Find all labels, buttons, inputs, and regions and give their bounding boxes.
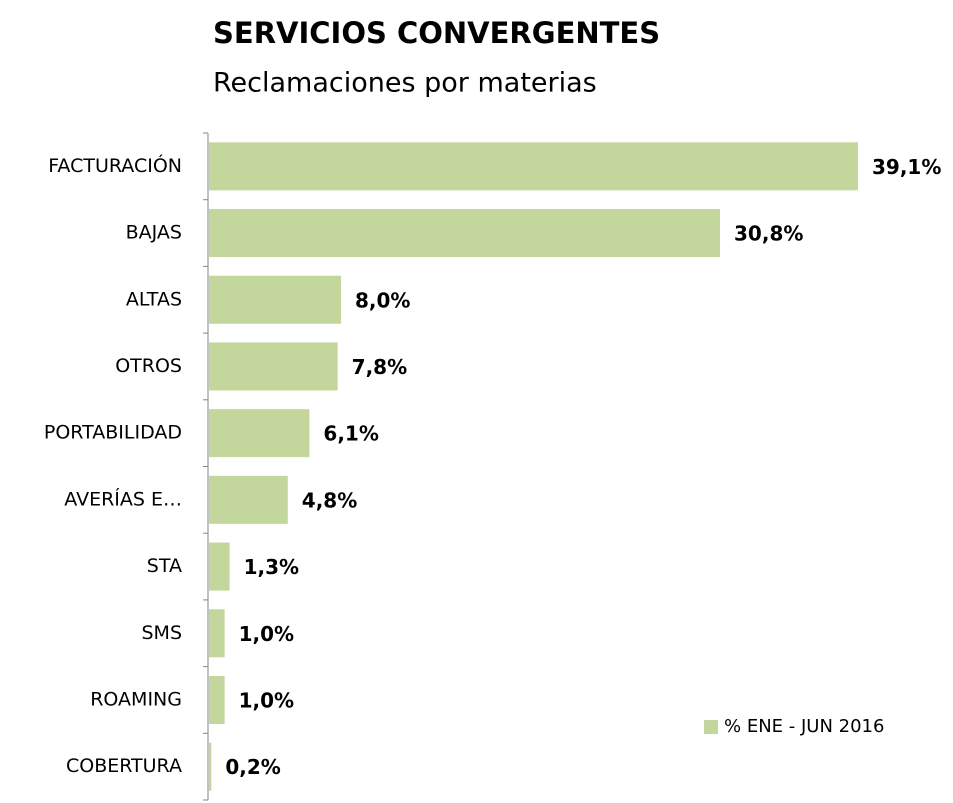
data-label: 7,8% <box>352 355 407 379</box>
data-label: 4,8% <box>302 488 357 512</box>
bar <box>209 409 310 458</box>
bar <box>209 209 721 258</box>
bar <box>209 609 225 658</box>
data-label: 1,0% <box>239 622 294 646</box>
bar <box>209 675 225 724</box>
data-label: 8,0% <box>355 288 410 312</box>
y-tick-label: FACTURACIÓN <box>48 153 182 177</box>
data-label: 1,3% <box>244 555 299 579</box>
y-tick-label: SMS <box>141 622 182 644</box>
y-tick-label: ROAMING <box>90 688 182 710</box>
data-label: 1,0% <box>239 688 294 712</box>
y-tick-label: PORTABILIDAD <box>44 422 182 444</box>
y-tick-label: ALTAS <box>126 288 182 310</box>
y-tick-label: COBERTURA <box>66 755 182 777</box>
legend-swatch <box>704 720 718 734</box>
bar <box>209 475 288 524</box>
y-tick-label: STA <box>147 555 182 577</box>
bar <box>209 275 341 324</box>
bar <box>209 142 858 191</box>
y-tick-label: AVERÍAS E… <box>64 487 182 510</box>
bar <box>209 542 230 591</box>
y-tick-label: BAJAS <box>126 222 182 244</box>
data-label: 0,2% <box>225 755 280 779</box>
legend-label: % ENE - JUN 2016 <box>724 716 884 737</box>
y-tick-label: OTROS <box>115 355 182 377</box>
chart-title: SERVICIOS CONVERGENTES <box>213 16 660 50</box>
data-label: 30,8% <box>734 222 803 246</box>
chart-subtitle: Reclamaciones por materias <box>213 68 597 99</box>
bar <box>209 342 338 391</box>
bar <box>209 742 212 791</box>
data-label: 39,1% <box>872 155 941 179</box>
data-label: 6,1% <box>323 422 378 446</box>
